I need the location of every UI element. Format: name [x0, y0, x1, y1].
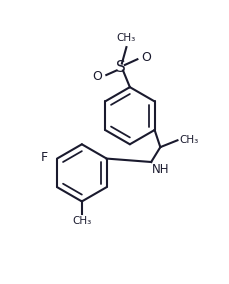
Text: NH: NH	[152, 163, 169, 176]
Text: S: S	[115, 60, 125, 75]
Text: F: F	[41, 151, 48, 164]
Text: CH₃: CH₃	[179, 135, 198, 145]
Text: O: O	[141, 51, 150, 64]
Text: O: O	[92, 70, 102, 83]
Text: CH₃: CH₃	[72, 216, 91, 225]
Text: CH₃: CH₃	[116, 33, 136, 43]
